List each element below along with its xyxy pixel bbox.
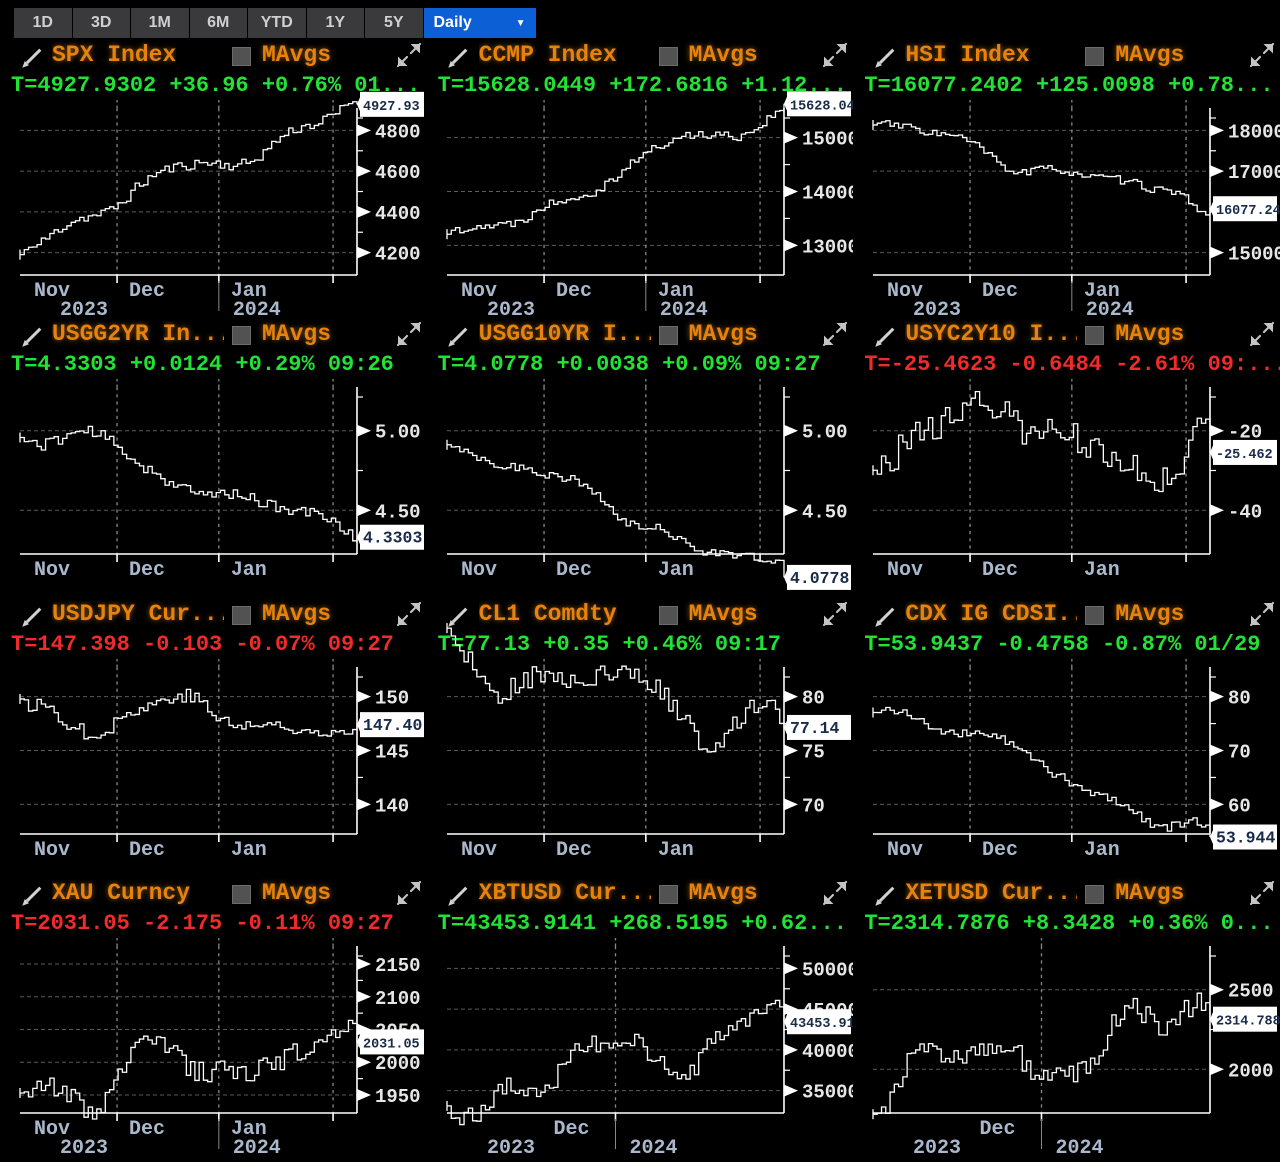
svg-text:145: 145	[375, 741, 409, 763]
svg-text:2000: 2000	[1228, 1060, 1274, 1082]
svg-text:Dec: Dec	[129, 1118, 165, 1141]
svg-text:Dec: Dec	[982, 280, 1018, 303]
svg-text:43453.91: 43453.91	[790, 1017, 855, 1032]
svg-text:50000: 50000	[802, 959, 859, 981]
svg-text:2150: 2150	[375, 955, 421, 977]
svg-text:Nov: Nov	[461, 559, 497, 582]
svg-text:Dec: Dec	[129, 280, 165, 303]
svg-text:Jan: Jan	[1084, 838, 1120, 861]
svg-text:Nov: Nov	[34, 559, 70, 582]
svg-text:Dec: Dec	[129, 559, 165, 582]
svg-text:35000: 35000	[802, 1081, 859, 1103]
svg-text:80: 80	[802, 687, 825, 709]
svg-text:40000: 40000	[802, 1041, 859, 1063]
svg-text:70: 70	[802, 795, 825, 817]
svg-text:70: 70	[1228, 741, 1251, 763]
svg-text:60: 60	[1228, 795, 1251, 817]
svg-text:77.14: 77.14	[790, 718, 840, 737]
svg-text:Dec: Dec	[556, 280, 592, 303]
svg-text:2031.05: 2031.05	[363, 1037, 420, 1052]
svg-text:2500: 2500	[1228, 980, 1274, 1002]
svg-text:4600: 4600	[375, 162, 421, 184]
svg-text:2024: 2024	[233, 1137, 281, 1160]
svg-text:15000: 15000	[802, 129, 859, 151]
svg-text:53.944: 53.944	[1216, 828, 1275, 847]
svg-text:Jan: Jan	[1084, 559, 1120, 582]
svg-text:17000: 17000	[1228, 162, 1280, 184]
svg-text:2023: 2023	[913, 1137, 961, 1160]
svg-text:Nov: Nov	[461, 838, 497, 861]
svg-text:16077.24: 16077.24	[1216, 204, 1280, 219]
svg-text:2024: 2024	[1056, 1137, 1104, 1160]
svg-text:Nov: Nov	[887, 559, 923, 582]
svg-text:Jan: Jan	[657, 559, 693, 582]
svg-text:140: 140	[375, 795, 409, 817]
svg-text:Dec: Dec	[556, 838, 592, 861]
svg-text:1950: 1950	[375, 1086, 421, 1108]
svg-text:15628.04: 15628.04	[790, 99, 855, 114]
svg-text:4400: 4400	[375, 203, 421, 225]
svg-text:4.50: 4.50	[802, 502, 848, 524]
svg-text:5.00: 5.00	[802, 422, 848, 444]
svg-text:Jan: Jan	[657, 838, 693, 861]
svg-text:13000: 13000	[802, 236, 859, 258]
svg-text:18000: 18000	[1228, 121, 1280, 143]
svg-text:Jan: Jan	[231, 559, 267, 582]
svg-text:2100: 2100	[375, 988, 421, 1010]
svg-text:14000: 14000	[802, 183, 859, 205]
svg-text:4.3303: 4.3303	[363, 529, 422, 548]
svg-text:4800: 4800	[375, 121, 421, 143]
svg-text:4.50: 4.50	[375, 502, 421, 524]
svg-text:4.0778: 4.0778	[790, 569, 849, 588]
svg-text:150: 150	[375, 687, 409, 709]
svg-text:Dec: Dec	[980, 1118, 1016, 1141]
svg-text:4927.93: 4927.93	[363, 100, 420, 115]
svg-text:Nov: Nov	[34, 838, 70, 861]
svg-text:Dec: Dec	[982, 838, 1018, 861]
svg-text:2023: 2023	[487, 1137, 535, 1160]
svg-text:2024: 2024	[629, 1137, 677, 1160]
svg-text:2314.788: 2314.788	[1216, 1014, 1280, 1029]
svg-text:15000: 15000	[1228, 244, 1280, 266]
svg-text:Dec: Dec	[129, 838, 165, 861]
svg-text:75: 75	[802, 741, 825, 763]
svg-text:4200: 4200	[375, 244, 421, 266]
svg-text:80: 80	[1228, 687, 1251, 709]
svg-text:5.00: 5.00	[375, 422, 421, 444]
svg-text:Dec: Dec	[982, 559, 1018, 582]
svg-text:Dec: Dec	[553, 1118, 589, 1141]
svg-text:Jan: Jan	[231, 838, 267, 861]
svg-text:2023: 2023	[60, 1137, 108, 1160]
svg-text:Nov: Nov	[887, 838, 923, 861]
svg-text:Dec: Dec	[556, 559, 592, 582]
svg-text:-25.462: -25.462	[1216, 448, 1273, 463]
svg-text:-40: -40	[1228, 502, 1262, 524]
svg-text:147.40: 147.40	[363, 716, 422, 735]
svg-text:2000: 2000	[375, 1053, 421, 1075]
